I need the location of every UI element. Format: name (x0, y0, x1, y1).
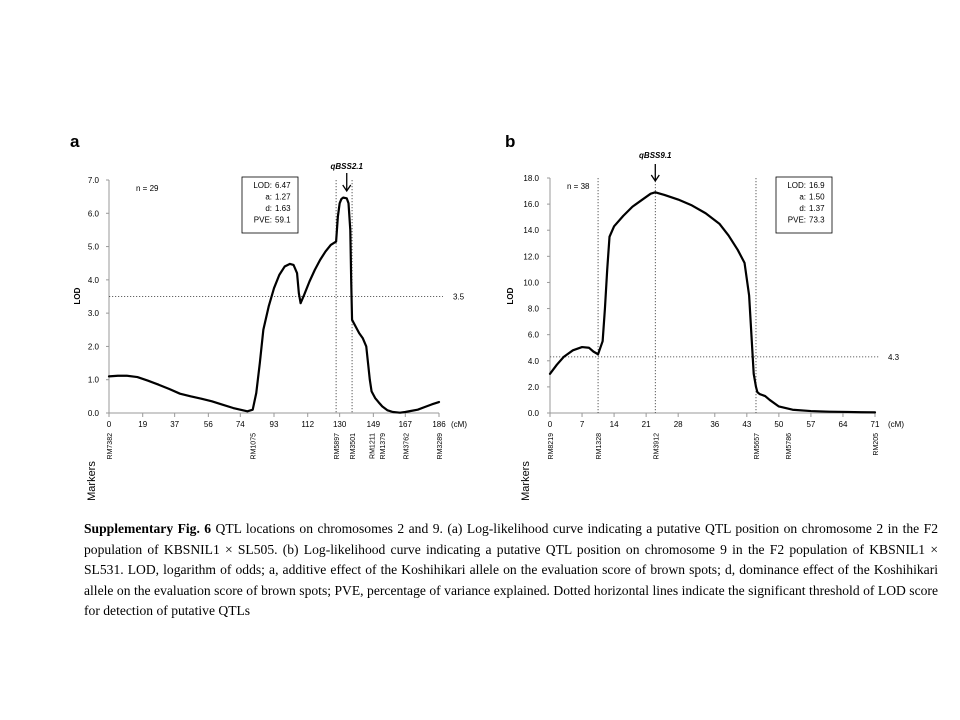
x-tick-label: 167 (399, 420, 413, 429)
y-axis-label: LOD (506, 287, 515, 304)
x-tick-label: 74 (236, 420, 245, 429)
x-tick-label: 0 (548, 420, 553, 429)
qtl-name-label: qBSS2.1 (331, 162, 364, 171)
y-tick-label: 12.0 (523, 252, 539, 261)
marker-label: RM5897 (334, 433, 341, 460)
marker-label: RM3912 (653, 433, 660, 460)
x-tick-label: 37 (170, 420, 179, 429)
stat-value: 1.50 (809, 193, 825, 202)
y-tick-label: 5.0 (88, 243, 100, 252)
y-tick-label: 2.0 (88, 342, 100, 351)
y-axis-label: LOD (73, 287, 82, 304)
stat-key: PVE: (788, 216, 806, 225)
sample-size-label: n = 38 (567, 182, 590, 191)
x-tick-label: 19 (138, 420, 147, 429)
y-tick-label: 6.0 (88, 209, 100, 218)
marker-label: RM205 (873, 433, 880, 456)
markers-label: Markers (86, 461, 98, 500)
x-tick-label: 56 (204, 420, 213, 429)
marker-label: RM3501 (350, 433, 357, 460)
qtl-figure-svg: a 0.0 1.0 2.0 3.0 4.0 5.0 6.0 7.0 LOD 0 19 37 56 74 93 1… (70, 132, 904, 500)
marker-label: RM3762 (403, 433, 410, 460)
x-tick-label: 43 (742, 420, 751, 429)
y-tick-label: 6.0 (528, 331, 540, 340)
lod-curve (548, 191, 877, 414)
stat-value: 1.27 (275, 193, 291, 202)
figure: a 0.0 1.0 2.0 3.0 4.0 5.0 6.0 7.0 LOD 0 19 37 56 74 93 1… (70, 132, 904, 500)
stat-value: 59.1 (275, 216, 291, 225)
x-tick-label: 50 (774, 420, 783, 429)
stat-value: 16.9 (809, 181, 825, 190)
x-tick-label: 71 (871, 420, 880, 429)
x-tick-label: 149 (367, 420, 381, 429)
marker-label: RM8219 (548, 433, 555, 460)
y-tick-label: 8.0 (528, 305, 540, 314)
marker-label: RM7382 (107, 433, 114, 460)
y-tick-label: 7.0 (88, 176, 100, 185)
stat-value: 6.47 (275, 181, 291, 190)
y-tick-label: 4.0 (528, 357, 540, 366)
marker-label: RM5786 (786, 433, 793, 460)
y-tick-label: 10.0 (523, 278, 539, 287)
x-tick-label: 14 (610, 420, 619, 429)
qtl-arrow-head (342, 184, 352, 193)
y-tick-label: 18.0 (523, 174, 539, 183)
x-tick-label: 28 (674, 420, 683, 429)
stat-key: a: (799, 193, 806, 202)
x-tick-label: 186 (432, 420, 446, 429)
marker-label: RM1328 (596, 433, 603, 460)
x-axis-unit: (cM) (888, 420, 904, 429)
threshold-label: 4.3 (888, 353, 900, 362)
y-tick-label: 0.0 (528, 409, 540, 418)
panel-letter: a (70, 132, 80, 151)
x-tick-label: 130 (333, 420, 347, 429)
x-tick-label: 36 (710, 420, 719, 429)
stats-box (775, 176, 833, 234)
x-tick-label: 57 (806, 420, 815, 429)
y-tick-label: 1.0 (88, 376, 100, 385)
chart-panel-b: b 0.0 2.0 4.0 6.0 8.0 10.0 12.0 14.0 16.0 18.0 LOD 0… (505, 132, 904, 500)
y-tick-label: 16.0 (523, 200, 539, 209)
marker-label: RM1075 (251, 433, 258, 460)
markers-label: Markers (520, 461, 532, 500)
stat-key: PVE: (254, 216, 272, 225)
marker-label: RM5657 (754, 433, 761, 460)
caption-text: QTL locations on chromosomes 2 and 9. (a… (84, 521, 938, 619)
x-tick-label: 21 (642, 420, 651, 429)
x-tick-label: 0 (107, 420, 112, 429)
x-tick-label: 7 (580, 420, 585, 429)
y-tick-label: 0.0 (88, 409, 100, 418)
y-tick-label: 2.0 (528, 383, 540, 392)
stats-box (241, 176, 299, 234)
sample-size-label: n = 29 (136, 184, 159, 193)
marker-label: RM3289 (437, 433, 444, 460)
threshold-label: 3.5 (453, 293, 465, 302)
panel-letter: b (505, 132, 515, 151)
x-tick-label: 64 (839, 420, 848, 429)
y-tick-label: 14.0 (523, 226, 539, 235)
stat-key: a: (265, 193, 272, 202)
qtl-arrow-head (650, 174, 660, 183)
stat-value: 1.63 (275, 204, 291, 213)
x-tick-label: 93 (270, 420, 279, 429)
x-tick-label: 112 (301, 420, 314, 429)
stat-value: 73.3 (809, 216, 825, 225)
figure-caption: Supplementary Fig. 6 QTL locations on ch… (84, 519, 938, 622)
marker-label: RM1379 (380, 433, 387, 460)
qtl-name-label: qBSS9.1 (639, 151, 672, 160)
stat-key: LOD: (253, 181, 272, 190)
chart-panel-a: a 0.0 1.0 2.0 3.0 4.0 5.0 6.0 7.0 LOD 0 19 37 56 74 93 1… (70, 132, 467, 500)
y-tick-label: 3.0 (88, 309, 100, 318)
lod-curve (107, 196, 441, 414)
caption-label: Supplementary Fig. 6 (84, 521, 212, 536)
y-tick-label: 4.0 (88, 276, 100, 285)
stat-key: d: (799, 204, 806, 213)
marker-label: RM1211 (370, 433, 377, 459)
x-axis-unit: (cM) (451, 420, 467, 429)
stat-value: 1.37 (809, 204, 825, 213)
stat-key: LOD: (787, 181, 806, 190)
stat-key: d: (265, 204, 272, 213)
